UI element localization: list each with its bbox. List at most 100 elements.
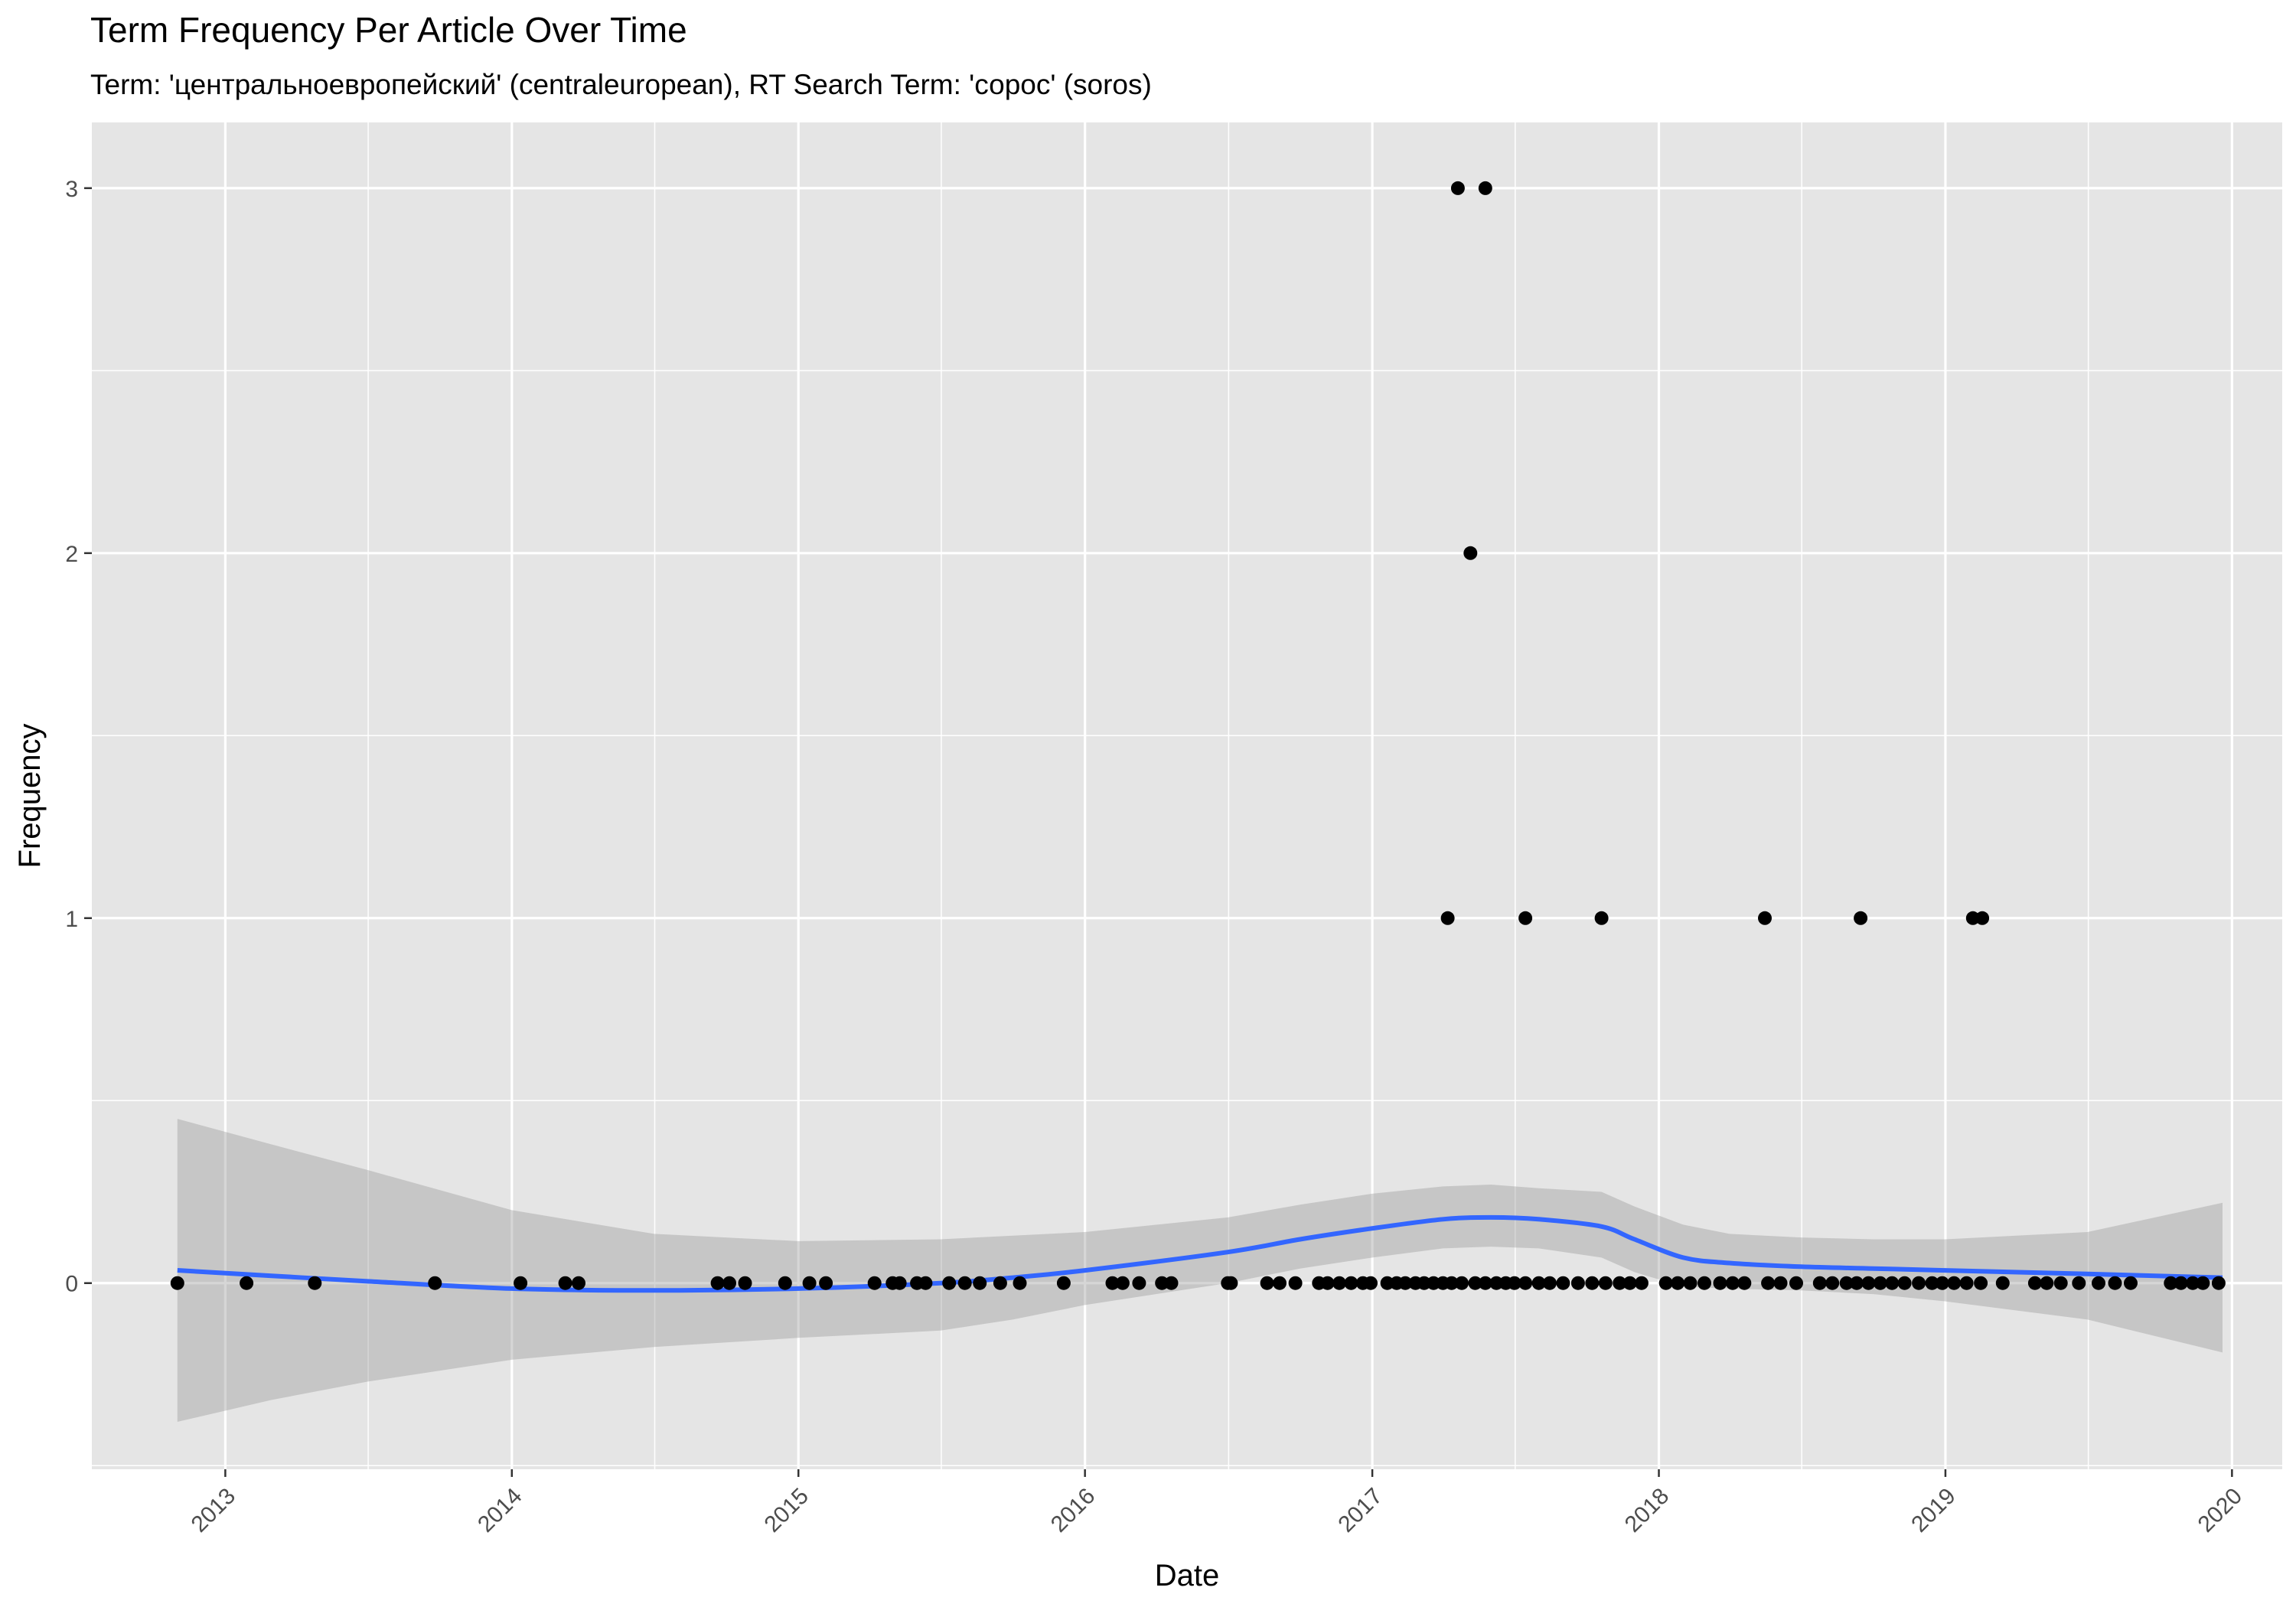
- data-point: [1773, 1276, 1788, 1290]
- data-point: [1115, 1276, 1130, 1290]
- data-point: [1758, 911, 1772, 925]
- data-point: [942, 1276, 957, 1290]
- data-point: [2027, 1276, 2042, 1290]
- data-point: [1854, 911, 1868, 925]
- data-point: [1974, 1276, 1988, 1290]
- y-tick-label: 0: [65, 1272, 78, 1297]
- data-point: [1450, 181, 1465, 195]
- data-point: [1507, 1276, 1521, 1290]
- data-point: [2211, 1276, 2226, 1290]
- data-point: [1542, 1276, 1557, 1290]
- data-point: [867, 1276, 882, 1290]
- data-point: [1761, 1276, 1776, 1290]
- data-point: [2124, 1276, 2138, 1290]
- x-tick-label: 2014: [473, 1483, 527, 1537]
- data-point: [1478, 1276, 1492, 1290]
- data-point: [1518, 911, 1533, 925]
- data-point: [738, 1276, 752, 1290]
- data-point: [973, 1276, 987, 1290]
- x-tick-label: 2016: [1046, 1483, 1101, 1537]
- data-point: [2072, 1276, 2086, 1290]
- data-point: [722, 1276, 736, 1290]
- data-point: [2108, 1276, 2122, 1290]
- data-point: [1455, 1276, 1469, 1290]
- data-point: [1658, 1276, 1673, 1290]
- data-point: [1380, 1276, 1394, 1290]
- data-point: [957, 1276, 972, 1290]
- data-point: [558, 1276, 572, 1290]
- data-point: [1698, 1276, 1711, 1290]
- data-point: [1725, 1276, 1740, 1290]
- data-point: [1613, 1276, 1627, 1290]
- data-point: [1873, 1276, 1887, 1290]
- data-point: [572, 1276, 585, 1290]
- data-point: [1825, 1276, 1840, 1290]
- y-tick-label: 1: [65, 907, 78, 932]
- data-point: [1273, 1276, 1287, 1290]
- minor-gridlines: [92, 122, 2282, 1469]
- data-point: [2174, 1276, 2188, 1290]
- data-point: [428, 1276, 442, 1290]
- data-point: [1683, 1276, 1698, 1290]
- axis-ticks: [84, 187, 2233, 1477]
- data-point: [1332, 1276, 1346, 1290]
- data-point: [1427, 1276, 1441, 1290]
- data-point: [819, 1276, 833, 1290]
- data-point: [1155, 1276, 1169, 1290]
- x-tick-label: 2020: [2193, 1483, 2248, 1537]
- y-tick-label: 3: [65, 177, 78, 202]
- chart-title: Term Frequency Per Article Over Time: [90, 10, 687, 50]
- data-point: [1224, 1276, 1238, 1290]
- data-point: [778, 1276, 792, 1290]
- y-axis-title: Frequency: [13, 724, 47, 869]
- data-point: [1995, 1276, 2010, 1290]
- data-point: [2164, 1276, 2178, 1290]
- data-point: [1364, 1276, 1378, 1290]
- data-point: [1812, 1276, 1827, 1290]
- plot-panel: [92, 122, 2282, 1469]
- data-point: [1965, 911, 1980, 925]
- x-axis-title: Date: [1155, 1559, 1220, 1592]
- data-point: [802, 1276, 817, 1290]
- data-point: [1671, 1276, 1685, 1290]
- data-point: [1105, 1276, 1120, 1290]
- data-points: [170, 181, 2226, 1290]
- data-point: [1634, 1276, 1649, 1290]
- data-point: [1518, 1276, 1533, 1290]
- data-point: [1925, 1276, 1939, 1290]
- data-point: [1468, 1276, 1482, 1290]
- data-point: [1789, 1276, 1803, 1290]
- data-point: [1897, 1276, 1912, 1290]
- x-axis-tick-labels: 2013 2014 2015 2016 2017 2018 2019 2020: [187, 1483, 2247, 1537]
- data-point: [1489, 1276, 1504, 1290]
- data-point: [1861, 1276, 1876, 1290]
- data-point: [514, 1276, 528, 1290]
- chart-subtitle: Term: 'центральноевропейский' (centraleu…: [90, 69, 1152, 100]
- data-point: [1975, 911, 1990, 925]
- confidence-band: [177, 1119, 2223, 1422]
- data-point: [1570, 1276, 1585, 1290]
- data-point: [170, 1276, 184, 1290]
- major-gridlines: [92, 122, 2282, 1469]
- data-point: [1320, 1276, 1335, 1290]
- data-point: [1013, 1276, 1027, 1290]
- data-point: [1440, 911, 1455, 925]
- y-tick-label: 2: [65, 542, 78, 567]
- x-tick-label: 2013: [187, 1483, 241, 1537]
- data-point: [1713, 1276, 1727, 1290]
- data-point: [1885, 1276, 1900, 1290]
- data-point: [2196, 1276, 2210, 1290]
- data-point: [1132, 1276, 1146, 1290]
- data-point: [1056, 1276, 1071, 1290]
- data-point: [308, 1276, 322, 1290]
- data-point: [1444, 1276, 1459, 1290]
- data-point: [1737, 1276, 1752, 1290]
- data-point: [1260, 1276, 1274, 1290]
- x-tick-label: 2018: [1620, 1483, 1675, 1537]
- x-tick-label: 2015: [759, 1483, 814, 1537]
- data-point: [1947, 1276, 1962, 1290]
- data-point: [918, 1276, 933, 1290]
- data-point: [1344, 1276, 1358, 1290]
- data-point: [1598, 1276, 1613, 1290]
